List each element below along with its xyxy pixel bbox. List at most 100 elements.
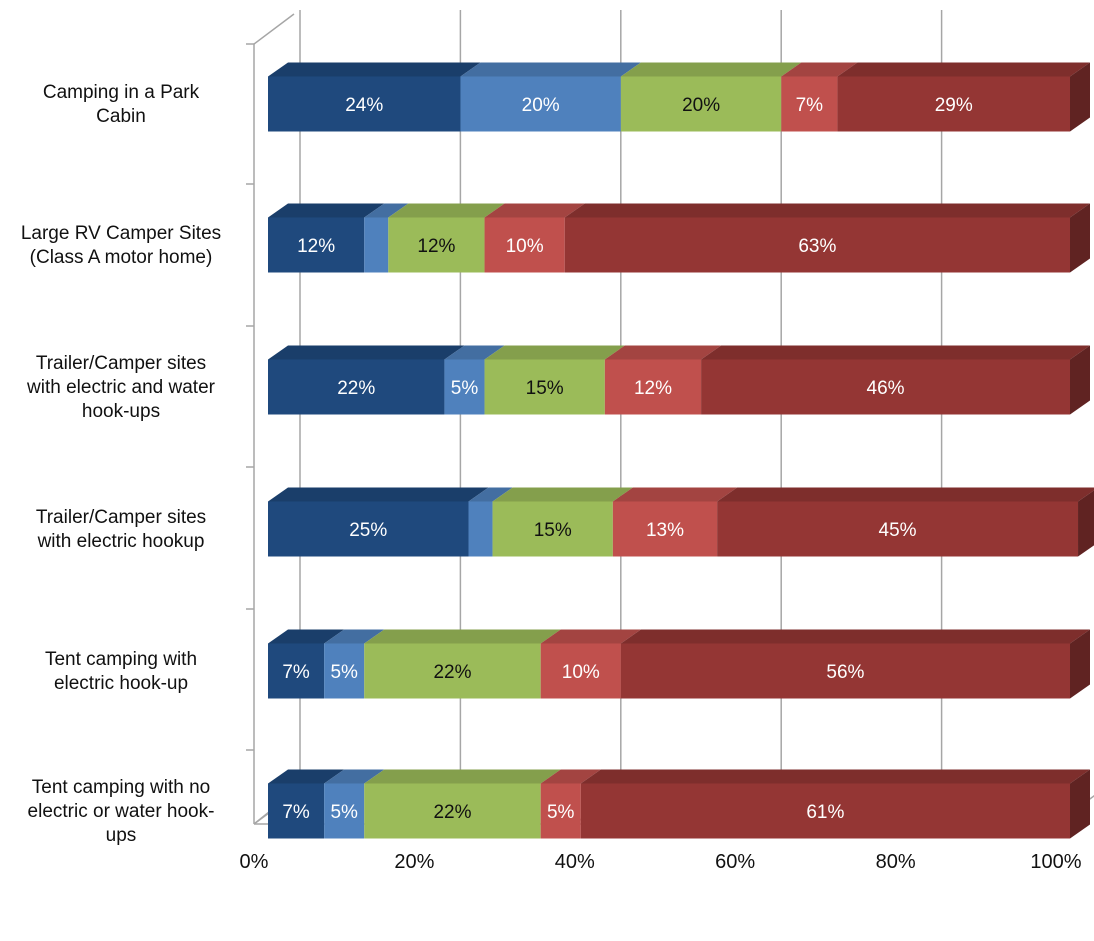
data-label: 46% (867, 378, 905, 399)
x-tick-label: 20% (394, 851, 434, 873)
bar-segment: 7% (268, 629, 345, 699)
bar-front-face (364, 217, 389, 273)
data-label: 10% (506, 236, 544, 257)
bar-top-face (604, 345, 722, 360)
bar-top-face (364, 769, 561, 784)
data-label: 15% (534, 520, 572, 541)
bar-segment: 46% (701, 345, 1090, 415)
bar-segment: 24% (268, 62, 481, 132)
data-label: 61% (806, 802, 844, 823)
bar-top-face (268, 203, 385, 218)
category-label-line: Cabin (96, 106, 146, 127)
x-tick-label: 0% (240, 851, 269, 873)
data-label: 7% (282, 662, 310, 683)
bar-segment: 22% (364, 629, 561, 699)
category-label-line: Trailer/Camper sites (36, 507, 206, 528)
bar-segment: 29% (837, 62, 1090, 132)
x-tick-label: 80% (876, 851, 916, 873)
bar-top-face (580, 769, 1090, 784)
bar-front-face (620, 76, 782, 132)
bar-front-face (540, 783, 581, 839)
data-label: 22% (433, 802, 471, 823)
data-label: 13% (646, 520, 684, 541)
category-label-line: Tent camping with no (32, 777, 211, 798)
bar-front-face (604, 359, 702, 415)
bar-front-face (364, 643, 541, 699)
bar-segment: 61% (580, 769, 1090, 839)
bar-row: 22% 5% 15% 12% 46% (268, 345, 1090, 415)
category-label: Trailer/Camper sites with electric hookup (36, 507, 206, 552)
category-label-line: Large RV Camper Sites (21, 223, 221, 244)
bar-top-face (268, 769, 345, 784)
bar-segment: 15% (484, 345, 625, 415)
bar-front-face (620, 643, 1070, 699)
category-label: Camping in a Park Cabin (43, 82, 200, 127)
bar-segment: 13% (612, 487, 738, 557)
bar-segment (468, 487, 513, 557)
bar-segment: 5% (324, 629, 385, 699)
bar-front-face (324, 643, 365, 699)
labels: 0% 20% 40% 60% 80% 100% Camping in a Park Cabin… (21, 82, 1082, 873)
bar-segment: 20% (460, 62, 641, 132)
bar-row: 7% 5% 22% 10% 56% (268, 629, 1090, 699)
bar-front-face (460, 76, 621, 132)
bar-segment: 12% (268, 203, 385, 273)
data-label: 12% (297, 236, 335, 257)
data-label: 5% (451, 378, 479, 399)
bar-top-face (717, 487, 1094, 502)
bar-top-face (564, 203, 1090, 218)
bar-front-face (444, 359, 485, 415)
bar-top-face (492, 487, 633, 502)
data-label: 5% (547, 802, 575, 823)
bar-side-face (1078, 490, 1094, 557)
bar-top-face (612, 487, 738, 502)
bar-front-face (364, 783, 541, 839)
category-label-line: hook-ups (82, 401, 160, 422)
category-label: Tent camping with electric hook-up (45, 649, 197, 694)
category-label-line: electric hook-up (54, 673, 188, 694)
bar-side-face (1070, 203, 1090, 273)
bar-front-face (268, 359, 445, 415)
bar-segment: 56% (620, 629, 1090, 699)
bar-side-face (1070, 345, 1090, 415)
bar-front-face (580, 783, 1070, 839)
bar-top-face (468, 487, 513, 502)
bar-front-face (492, 501, 613, 557)
data-label: 5% (330, 662, 358, 683)
bar-top-face (540, 769, 601, 784)
bar-front-face (701, 359, 1070, 415)
category-label-line: Camping in a Park (43, 82, 200, 103)
category-label-line: electric or water hook- (28, 801, 215, 822)
bar-row: 24% 20% 20% 7% 29% (268, 62, 1090, 132)
data-label: 45% (879, 520, 917, 541)
bar-segment: 5% (540, 769, 601, 839)
bar-row: 12% 12% 10% 63% (268, 203, 1090, 273)
category-label-line: (Class A motor home) (30, 247, 213, 268)
bar-front-face (612, 501, 718, 557)
bar-top-face (540, 629, 641, 644)
bar-row: 25% 15% 13% 45% (268, 487, 1094, 557)
bar-front-face (468, 501, 493, 557)
bar-segment: 5% (324, 769, 385, 839)
bar-side-face (1070, 769, 1090, 839)
data-label: 15% (526, 378, 564, 399)
bar-row: 7% 5% 22% 5% 61% (268, 769, 1090, 839)
bar-segment: 12% (604, 345, 722, 415)
bar-top-face (324, 769, 385, 784)
x-tick-label: 100% (1030, 851, 1081, 873)
bar-segment (364, 203, 409, 273)
data-label: 24% (345, 95, 383, 116)
bar-front-face (837, 76, 1070, 132)
bar-front-face (268, 783, 325, 839)
data-label: 56% (826, 662, 864, 683)
data-label: 25% (349, 520, 387, 541)
bar-segment: 63% (564, 203, 1090, 273)
category-label-line: with electric and water (26, 377, 216, 398)
bar-side-face (1070, 629, 1090, 699)
bar-front-face (564, 217, 1070, 273)
data-label: 7% (282, 802, 310, 823)
bar-segment: 22% (268, 345, 465, 415)
bar-front-face (268, 643, 325, 699)
bar-side-face (1070, 62, 1090, 132)
category-label-line: Trailer/Camper sites (36, 353, 206, 374)
